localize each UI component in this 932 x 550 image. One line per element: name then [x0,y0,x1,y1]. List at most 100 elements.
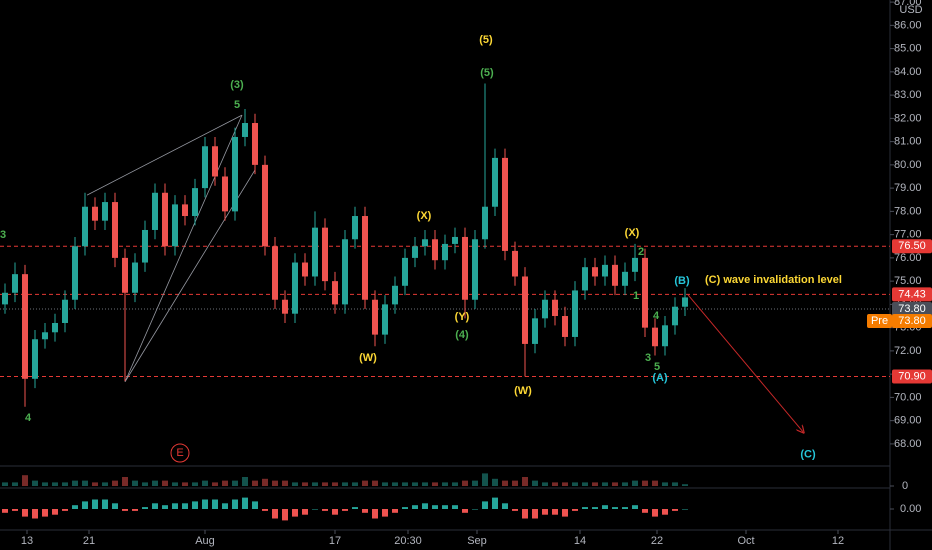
macd-bar [622,507,628,509]
volume-bar [322,482,328,486]
volume-bar [42,482,48,486]
candle-body [252,123,258,165]
macd-bar [492,497,498,509]
candle-body [422,239,428,247]
macd-bar [212,499,218,509]
x-tick-label: 12 [832,535,844,547]
candle-body [312,227,318,277]
macd-bar [282,509,288,521]
macd-bar [232,499,238,509]
wave-label: (4) [455,329,469,341]
candle-body [552,299,558,317]
candle-body [52,322,58,333]
macd-bar [22,509,28,517]
last-price-tag [892,302,932,317]
candle-body [682,297,688,307]
candle-body [292,262,298,314]
macd-bar [452,505,458,509]
macd-bar [592,507,598,509]
volume-bar [472,480,478,486]
candle-body [182,204,188,217]
macd-bar [372,509,378,519]
candle-body [62,299,68,323]
candle-body [452,236,458,244]
macd-bar [632,505,638,509]
candle-body [642,257,648,328]
wave-label: (Y) [455,311,470,323]
y-tick-label: 75.00 [894,275,922,287]
x-tick-label: 20:30 [394,535,422,547]
y-tick-label: 80.00 [894,159,922,171]
pre-tag-label: Pre [871,315,888,327]
candle-body [72,246,78,300]
projection-arrow [687,294,803,432]
candle-body [272,246,278,300]
volume-bar [52,482,58,486]
macd-bar [172,503,178,509]
wave-label: (X) [625,227,640,239]
volume-bar [292,482,298,486]
macd-bar [412,505,418,509]
macd-bar [292,509,298,517]
wave-label: (5) [479,34,493,46]
candle-body [172,204,178,247]
candle-body [162,192,168,247]
x-tick-label: 13 [21,535,33,547]
macd-bar [682,509,688,510]
macd-bar [642,509,648,513]
wave-label: 1 [633,290,639,302]
volume-bar [642,480,648,486]
macd-bar [602,505,608,509]
wave-label: (C) [800,449,816,461]
wave-label: (X) [417,210,432,222]
macd-bar [562,509,568,517]
candle-body [362,216,368,300]
macd-bar [252,501,258,509]
candle-body [302,262,308,277]
volume-bar [152,480,158,486]
y-tick-label: 78.00 [894,205,922,217]
wave-label: (C) wave invalidation level [705,274,842,286]
y-tick-label: 70.00 [894,391,922,403]
candle-body [352,216,358,240]
macd-bar [192,501,198,509]
candle-body [442,243,448,261]
wave-label: 5 [654,361,660,373]
volume-bar [482,473,488,486]
y-tick-label: 79.00 [894,182,922,194]
macd-bar [462,509,468,513]
macd-bar [262,509,268,511]
volume-bar [542,482,548,486]
candle-body [102,202,108,221]
pre-price-label: 73.80 [898,315,926,327]
volume-bar [212,482,218,486]
macd-bar [162,505,168,509]
y-tick-label: 69.00 [894,415,922,427]
macd-bar [582,507,588,509]
candle-body [202,146,208,189]
volume-bar [32,480,38,486]
candle-body [492,157,498,207]
macd-bar [202,499,208,509]
y-tick-label: 77.00 [894,229,922,241]
volume-bar [372,480,378,486]
candle-body [472,239,478,300]
macd-bar [512,509,518,511]
candle-body [512,250,518,277]
wave-label: 4 [25,412,32,424]
level-label: 74.43 [898,288,926,300]
macd-bar [242,497,248,509]
candle-body [522,276,528,344]
volume-bar [522,477,528,486]
wave-label: (B) [674,275,690,287]
volume-bar [512,480,518,486]
volume-bar [432,482,438,486]
candle-body [32,339,38,379]
macd-bar [82,501,88,509]
candle-body [232,136,238,212]
candle-body [542,299,548,319]
candle-body [502,157,508,251]
macd-bar [62,509,68,511]
macd-bar [12,509,18,511]
candle-body [482,206,488,240]
